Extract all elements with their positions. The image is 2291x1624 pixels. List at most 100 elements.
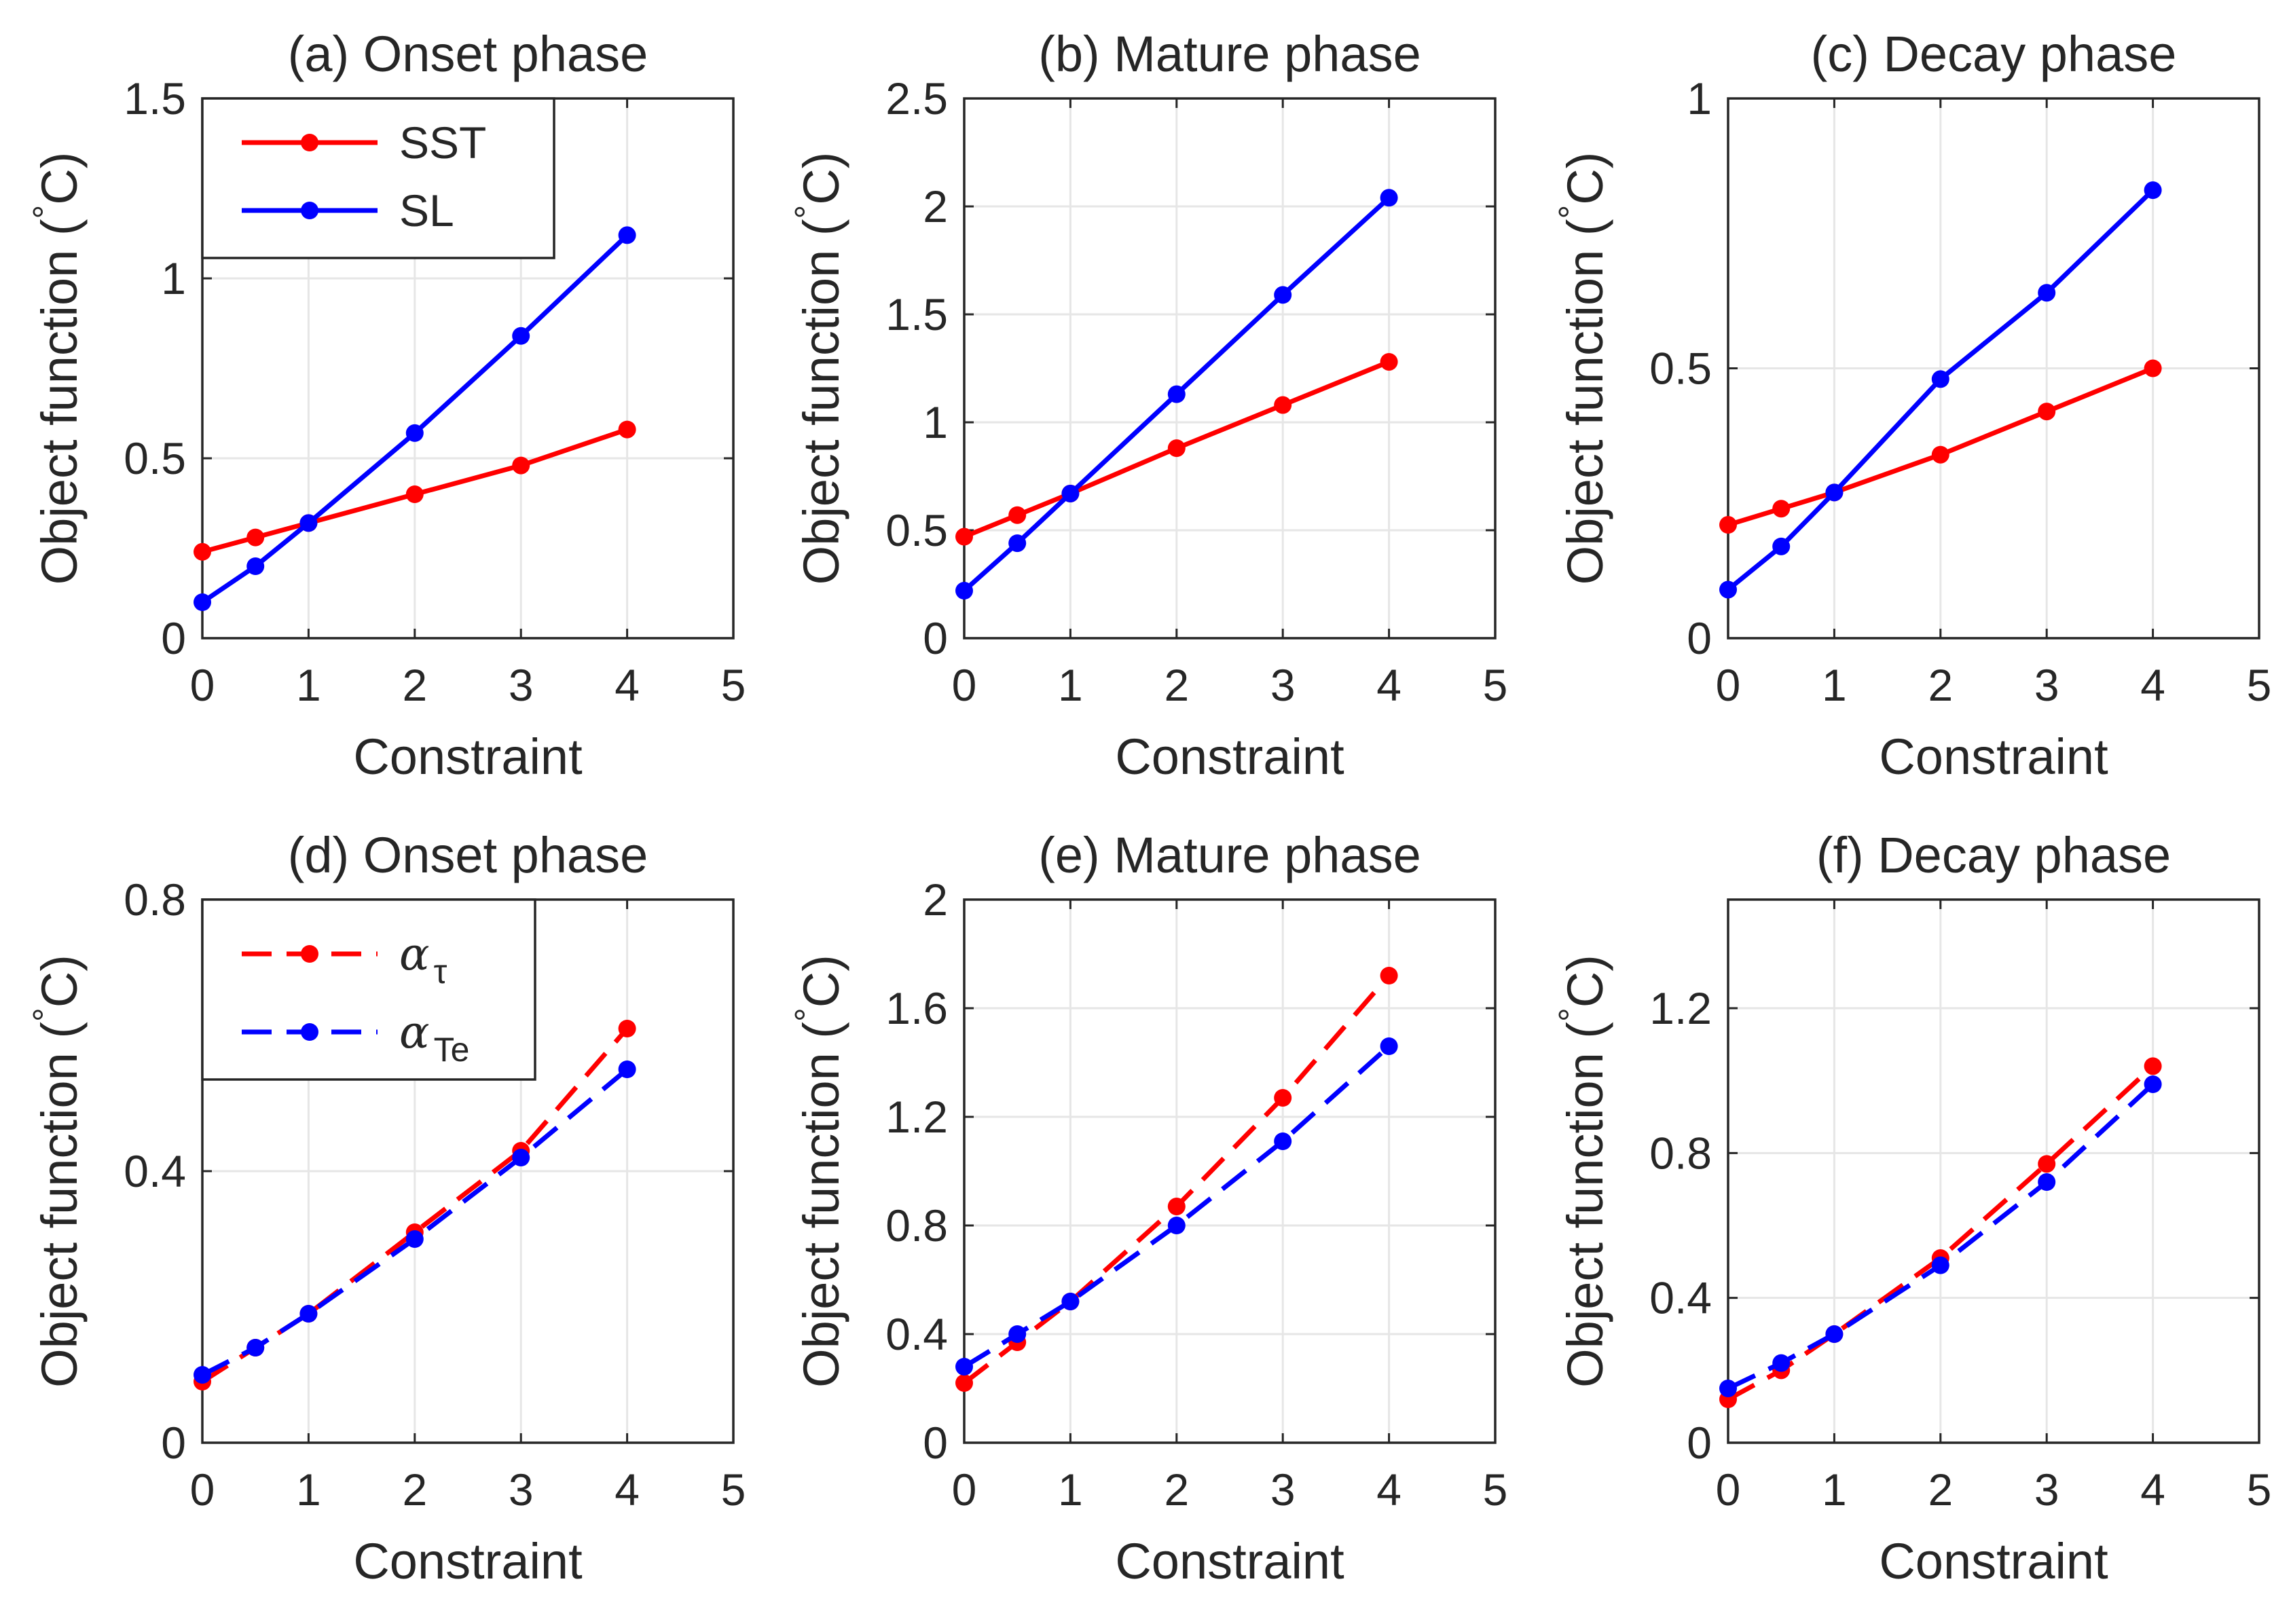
series-blue — [194, 226, 636, 611]
data-point — [1380, 1037, 1398, 1055]
data-point — [1167, 1217, 1186, 1234]
data-point — [1931, 445, 1949, 464]
y-axis-label-degree: ° — [788, 205, 828, 219]
x-axis-label: Constraint — [353, 1533, 583, 1589]
data-point — [1719, 1380, 1737, 1397]
y-axis-label: Object function (°C) — [1552, 152, 1613, 585]
data-point — [1772, 1354, 1791, 1372]
x-tick-label: 4 — [615, 660, 640, 710]
x-tick-label: 2 — [402, 660, 427, 710]
y-tick-label: 1.6 — [885, 983, 948, 1033]
y-tick-label: 0.5 — [124, 433, 186, 483]
data-point — [2144, 1057, 2162, 1075]
x-tick-label: 4 — [2140, 660, 2165, 710]
legend-marker — [301, 945, 318, 963]
data-point — [1061, 1293, 1080, 1310]
data-point — [512, 327, 530, 345]
x-tick-label: 0 — [1716, 660, 1741, 710]
data-point — [512, 1149, 530, 1166]
series-line — [1727, 366, 2154, 528]
series-line — [963, 359, 1390, 539]
series-line — [1726, 188, 2155, 592]
x-tick-label: 2 — [1164, 1464, 1189, 1515]
data-point — [2038, 1173, 2056, 1191]
chart-title: (f) Decay phase — [1816, 827, 2171, 883]
panel-c: 0 1 2 3 4 5 0 0.5 1 (c) Decay phase Constraint Obje… — [1552, 26, 2271, 785]
chart-title: (e) Mature phase — [1038, 827, 1421, 883]
y-tick-label: 1 — [1687, 73, 1712, 124]
plot-area — [1728, 900, 2259, 1443]
chart-title: (b) Mature phase — [1038, 26, 1421, 82]
y-axis-label: Object function (°C) — [1552, 955, 1613, 1388]
data-point — [1167, 439, 1186, 458]
y-axis-label: Object function (°C) — [26, 152, 88, 585]
y-axis-label: Object function (°C) — [788, 955, 849, 1388]
data-point — [246, 528, 265, 547]
data-point — [2038, 284, 2056, 302]
y-tick-label: 2 — [923, 181, 948, 232]
x-tick-label: 1 — [1822, 1464, 1847, 1515]
x-tick-label: 3 — [2034, 660, 2059, 710]
x-tick-label: 0 — [952, 660, 977, 710]
y-tick-label: 0.4 — [124, 1146, 186, 1196]
x-axis-label: Constraint — [1115, 728, 1344, 785]
series-red — [194, 420, 636, 561]
data-point — [194, 593, 211, 611]
series-blue — [194, 1060, 636, 1384]
y-axis-label-unit: C) — [793, 955, 849, 1008]
x-tick-label: 1 — [1058, 1464, 1083, 1515]
x-tick-label: 2 — [402, 1464, 427, 1515]
data-point — [955, 582, 973, 600]
x-tick-label: 3 — [1270, 660, 1296, 710]
series-blue — [955, 1037, 1398, 1376]
data-point — [1008, 534, 1027, 553]
chart-title: (a) Onset phase — [288, 26, 648, 82]
y-tick-label: 1.2 — [1649, 983, 1712, 1033]
data-point — [1380, 352, 1398, 371]
y-tick-label: 0.5 — [1649, 344, 1712, 394]
x-tick-label: 5 — [1483, 1464, 1508, 1515]
series-line — [962, 974, 1391, 1385]
y-axis-label-unit: C) — [31, 152, 88, 205]
data-point — [246, 1339, 265, 1357]
y-axis-label: Object function (°C) — [788, 152, 849, 585]
series-line — [201, 1067, 629, 1378]
x-axis-label: Constraint — [1115, 1533, 1344, 1589]
y-axis-label-unit: C) — [793, 152, 849, 205]
y-tick-label: 0.5 — [885, 505, 948, 555]
data-point — [2144, 181, 2162, 200]
data-point — [1167, 385, 1186, 403]
data-point — [405, 1230, 424, 1248]
x-tick-label: 0 — [952, 1464, 977, 1515]
plot-area — [964, 900, 1495, 1443]
series-line — [962, 196, 1391, 593]
x-tick-label: 0 — [190, 660, 215, 710]
data-point — [512, 456, 530, 475]
data-point — [1274, 286, 1292, 304]
data-point — [1719, 580, 1737, 599]
data-point — [405, 485, 424, 503]
y-tick-label: 0 — [923, 1418, 948, 1468]
legend: α τα Te — [201, 898, 536, 1081]
data-point — [194, 1366, 211, 1384]
series-line — [963, 1044, 1391, 1369]
y-tick-label: 0.8 — [124, 874, 186, 925]
x-tick-label: 3 — [509, 660, 534, 710]
y-axis-label-unit: C) — [31, 955, 88, 1008]
y-axis-label-unit: C) — [1557, 955, 1613, 1008]
y-tick-label: 0 — [923, 613, 948, 663]
y-tick-label: 2.5 — [885, 73, 948, 124]
data-point — [955, 1358, 973, 1376]
series-line — [1727, 1082, 2155, 1391]
data-point — [194, 542, 211, 561]
panel-a: 0 1 2 3 4 5 0 0.5 1 1.5 (a) Onset phase Constraint O… — [26, 26, 746, 785]
series-line — [1727, 1064, 2155, 1402]
y-axis-label-unit: C) — [1557, 152, 1613, 205]
legend-symbol: α — [399, 928, 430, 980]
legend-subscript: τ — [434, 953, 447, 991]
y-tick-label: 1.5 — [885, 289, 948, 339]
panel-f: 0 1 2 3 4 5 0 0.4 0.8 1.2 (f) Decay phase Constrain… — [1552, 827, 2271, 1589]
data-point — [299, 1305, 318, 1323]
y-tick-label: 1.5 — [124, 73, 186, 124]
